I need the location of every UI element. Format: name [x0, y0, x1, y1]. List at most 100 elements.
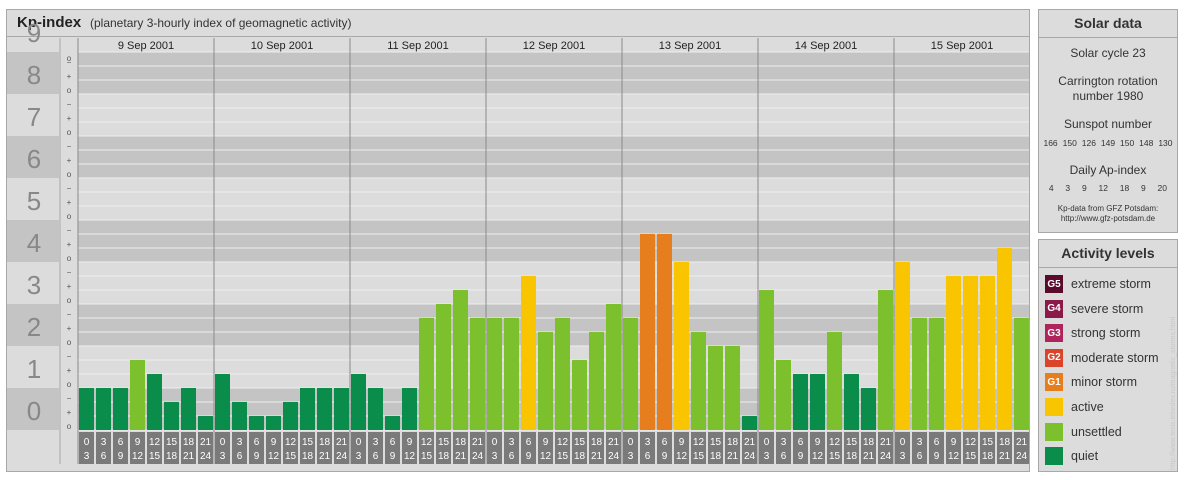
kp-band	[78, 346, 1029, 388]
interval-end-label: 24	[472, 451, 484, 462]
kp-bar	[912, 317, 927, 430]
sub-tick-label: −	[67, 352, 72, 361]
interval-end-label: 12	[132, 451, 144, 462]
kp-bar	[963, 275, 978, 430]
legend-swatch	[1045, 447, 1063, 466]
interval-start-label: 6	[526, 437, 532, 448]
y-tick-label: 3	[27, 270, 41, 300]
sub-tick-label: o	[67, 380, 72, 389]
ap-value: 12	[1098, 183, 1108, 193]
kp-bar	[555, 317, 570, 430]
interval-start-label: 9	[951, 437, 957, 448]
sub-tick-label: +	[67, 114, 72, 123]
axis-band	[7, 388, 59, 430]
day-label: 12 Sep 2001	[523, 40, 585, 52]
kp-band	[78, 262, 1029, 304]
kp-bar	[283, 401, 298, 430]
kp-source-line1: Kp-data from GFZ Potsdam:	[1057, 204, 1159, 213]
interval-start-label: 0	[492, 437, 498, 448]
legend-item: G5 extreme storm	[1045, 274, 1151, 294]
kp-bar	[334, 388, 349, 430]
interval-start-label: 21	[880, 437, 892, 448]
kp-bar	[640, 233, 655, 430]
sub-tick-label: o	[67, 128, 72, 137]
interval-start-label: 18	[591, 437, 603, 448]
interval-start-label: 15	[710, 437, 722, 448]
interval-start-label: 3	[237, 437, 243, 448]
interval-cell	[657, 432, 672, 464]
interval-cell	[980, 432, 995, 464]
interval-cell	[300, 432, 315, 464]
interval-cell	[351, 432, 366, 464]
interval-cell	[929, 432, 944, 464]
kp-bar	[79, 388, 94, 430]
solar-data-heading: Solar data	[1039, 10, 1177, 38]
interval-start-label: 6	[390, 437, 396, 448]
interval-end-label: 6	[237, 451, 243, 462]
kp-bar	[844, 374, 859, 430]
interval-start-label: 0	[900, 437, 906, 448]
interval-end-label: 18	[982, 451, 994, 462]
interval-cell	[708, 432, 723, 464]
interval-end-label: 9	[662, 451, 668, 462]
day-label: 13 Sep 2001	[659, 40, 721, 52]
interval-end-label: 15	[421, 451, 433, 462]
sub-tick-label: o	[67, 86, 72, 95]
interval-cell	[147, 432, 162, 464]
kp-bar	[929, 317, 944, 430]
watermark: http://www.tesis.lebedev.ru/magnetic_sto…	[1170, 316, 1177, 470]
interval-cell	[997, 432, 1012, 464]
interval-cell	[317, 432, 332, 464]
kp-bar	[946, 275, 961, 430]
interval-start-label: 6	[662, 437, 668, 448]
interval-cell	[759, 432, 774, 464]
interval-start-label: 3	[101, 437, 107, 448]
interval-start-label: 0	[84, 437, 90, 448]
interval-end-label: 12	[404, 451, 416, 462]
interval-end-label: 9	[118, 451, 124, 462]
interval-start-label: 3	[645, 437, 651, 448]
interval-end-label: 3	[900, 451, 906, 462]
sunspot-value: 126	[1081, 138, 1096, 148]
interval-cell	[232, 432, 247, 464]
interval-start-label: 6	[798, 437, 804, 448]
kp-bar	[232, 401, 247, 430]
interval-start-label: 0	[628, 437, 634, 448]
interval-start-label: 15	[166, 437, 178, 448]
y-tick-label: 9	[27, 18, 41, 48]
interval-start-label: 18	[863, 437, 875, 448]
kp-bar	[487, 317, 502, 430]
interval-cell	[419, 432, 434, 464]
kp-bar	[708, 346, 723, 430]
kp-bar	[1014, 317, 1029, 430]
kp-bar	[249, 416, 264, 430]
kp-bar	[504, 317, 519, 430]
interval-start-label: 18	[319, 437, 331, 448]
interval-cell	[861, 432, 876, 464]
interval-cell	[504, 432, 519, 464]
kp-bar	[164, 401, 179, 430]
ap-value: 20	[1157, 183, 1168, 193]
legend-swatch: G2	[1045, 348, 1063, 367]
interval-end-label: 12	[812, 451, 824, 462]
interval-cell	[79, 432, 94, 464]
chart-title-bar: Kp-index (planetary 3-hourly index of ge…	[7, 10, 1029, 37]
kp-bar	[725, 346, 740, 430]
interval-end-label: 15	[829, 451, 841, 462]
legend-swatch: G4	[1045, 299, 1063, 318]
kp-bar	[691, 332, 706, 430]
interval-end-label: 9	[254, 451, 260, 462]
y-tick-label: 5	[27, 186, 41, 216]
interval-start-label: 9	[543, 437, 549, 448]
interval-end-label: 6	[373, 451, 379, 462]
sub-tick-label: −	[67, 58, 72, 67]
interval-cell	[113, 432, 128, 464]
axis-band	[7, 304, 59, 346]
kp-bar	[317, 388, 332, 430]
sub-tick-label: o	[67, 254, 72, 263]
interval-end-label: 24	[880, 451, 892, 462]
kp-source-link[interactable]: http://www.gfz-potsdam.de	[1060, 214, 1156, 223]
interval-start-label: 6	[118, 437, 124, 448]
sub-tick-label: o	[67, 170, 72, 179]
legend-label: minor storm	[1071, 375, 1137, 390]
